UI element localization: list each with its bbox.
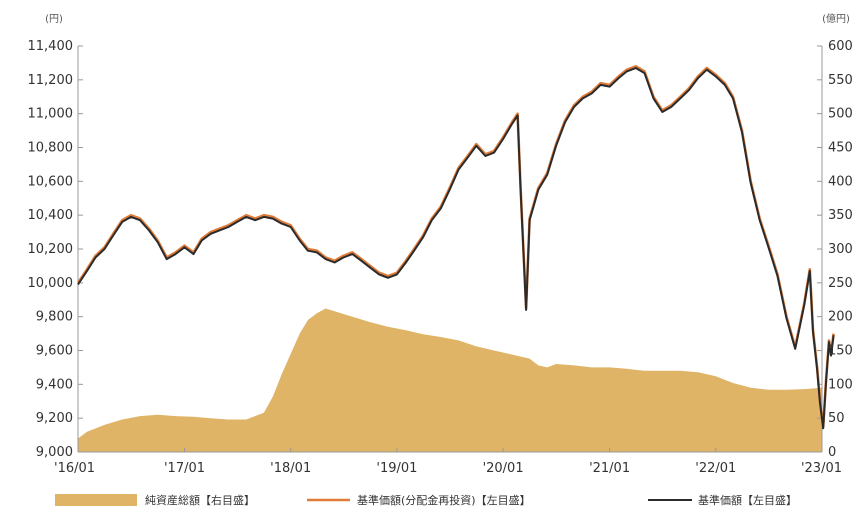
right-tick-label: 100 bbox=[828, 377, 853, 392]
legend-label: 純資産総額【右目盛】 bbox=[145, 493, 255, 507]
right-tick-label: 150 bbox=[828, 344, 853, 359]
right-unit-label: (億円) bbox=[822, 12, 850, 25]
left-tick-label: 10,000 bbox=[28, 276, 74, 291]
left-tick-label: 9,800 bbox=[36, 310, 73, 325]
left-unit-label: (円) bbox=[45, 14, 63, 25]
left-tick-label: 10,200 bbox=[28, 242, 74, 257]
left-tick-label: 9,400 bbox=[36, 377, 73, 392]
x-tick-label: '21/01 bbox=[589, 461, 630, 476]
x-tick-label: '19/01 bbox=[376, 461, 417, 476]
label-layer: 11,400 11,200 11,000 10,800 10,600 10,400 10,2… bbox=[28, 12, 853, 476]
x-tick-label: '20/01 bbox=[483, 461, 524, 476]
right-tick-label: 200 bbox=[828, 310, 853, 325]
left-tick-label: 9,200 bbox=[36, 411, 73, 426]
nav-line bbox=[77, 67, 835, 430]
right-tick-label: 500 bbox=[828, 107, 853, 122]
right-tick-label: 300 bbox=[828, 242, 853, 257]
left-tick-label: 10,800 bbox=[28, 141, 74, 156]
left-tick-label: 10,400 bbox=[28, 208, 74, 223]
x-tick-label: '23/01 bbox=[801, 461, 842, 476]
right-tick-label: 50 bbox=[828, 411, 845, 426]
legend: 純資産総額【右目盛】 基準価額(分配金再投資)【左目盛】 基準価額【左目盛】 bbox=[55, 493, 797, 507]
right-tick-label: 350 bbox=[828, 208, 853, 223]
left-tick-label: 10,600 bbox=[28, 174, 74, 189]
x-tick-label: '16/01 bbox=[54, 461, 95, 476]
legend-label: 基準価額(分配金再投資)【左目盛】 bbox=[357, 493, 531, 507]
x-tick-label: '22/01 bbox=[695, 461, 736, 476]
left-tick-label: 9,000 bbox=[36, 445, 73, 460]
legend-label: 基準価額【左目盛】 bbox=[698, 493, 797, 507]
line-layer bbox=[76, 65, 835, 430]
right-tick-label: 450 bbox=[828, 141, 853, 156]
area-layer bbox=[78, 308, 822, 452]
x-tick-label: '18/01 bbox=[270, 461, 311, 476]
right-tick-label: 400 bbox=[828, 174, 853, 189]
right-tick-label: 0 bbox=[828, 445, 836, 460]
left-tick-label: 11,200 bbox=[28, 73, 74, 88]
left-tick-label: 11,400 bbox=[28, 39, 74, 54]
x-tick-label: '17/01 bbox=[164, 461, 205, 476]
right-tick-label: 600 bbox=[828, 39, 853, 54]
legend-swatch-area bbox=[55, 494, 137, 506]
left-tick-label: 9,600 bbox=[36, 344, 73, 359]
axis-layer bbox=[77, 45, 823, 453]
net-assets-area bbox=[78, 308, 822, 452]
left-tick-label: 11,000 bbox=[28, 107, 74, 122]
right-tick-label: 550 bbox=[828, 73, 853, 88]
right-tick-label: 250 bbox=[828, 276, 853, 291]
